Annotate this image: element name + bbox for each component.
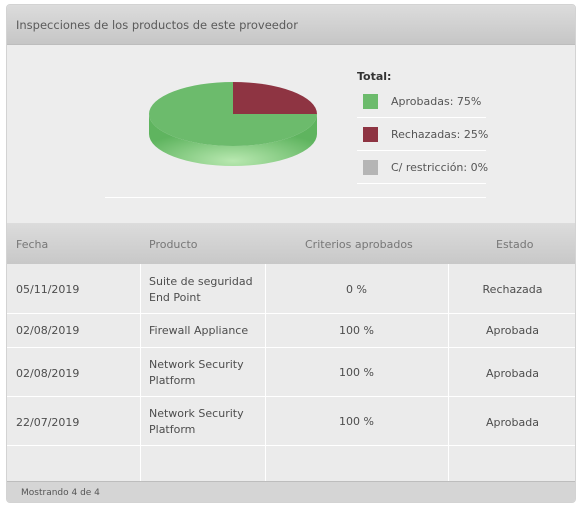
column-divider bbox=[448, 264, 449, 481]
column-header-criterios[interactable]: Criterios aprobados bbox=[305, 238, 413, 251]
cell-estado: Aprobada bbox=[486, 416, 539, 429]
column-divider bbox=[265, 264, 266, 481]
cell-criterios: 100 % bbox=[339, 366, 374, 379]
column-header-fecha[interactable]: Fecha bbox=[16, 238, 49, 251]
column-header-estado[interactable]: Estado bbox=[496, 238, 534, 251]
cell-producto-line1: Network Security bbox=[149, 407, 244, 420]
table-row[interactable]: 02/08/2019 Network Security Platform 100… bbox=[7, 348, 575, 397]
legend-swatch-rechazadas bbox=[363, 127, 378, 142]
legend-item-restriccion: C/ restricción: 0% bbox=[357, 151, 489, 184]
table-row[interactable]: 05/11/2019 Suite de seguridad End Point … bbox=[7, 264, 575, 314]
cell-fecha: 02/08/2019 bbox=[16, 324, 80, 337]
table-header: Fecha Producto Criterios aprobados Estad… bbox=[7, 223, 575, 264]
legend-label-restriccion: C/ restricción: 0% bbox=[391, 161, 489, 174]
column-header-producto[interactable]: Producto bbox=[149, 238, 198, 251]
legend-swatch-aprobadas bbox=[363, 94, 378, 109]
pagination-status: Mostrando 4 de 4 bbox=[21, 488, 100, 498]
cell-fecha: 02/08/2019 bbox=[16, 367, 80, 380]
column-divider bbox=[140, 264, 141, 481]
pie-slice-rechazadas bbox=[233, 82, 317, 114]
panel-footer: Mostrando 4 de 4 bbox=[7, 481, 575, 502]
cell-fecha: 22/07/2019 bbox=[16, 416, 80, 429]
cell-estado: Aprobada bbox=[486, 324, 539, 337]
panel-title: Inspecciones de los productos de este pr… bbox=[16, 18, 298, 32]
chart-area: Total: Aprobadas: 75% Rechazadas: 25% C/… bbox=[7, 45, 575, 223]
cell-producto-line1: Network Security bbox=[149, 358, 244, 371]
inspections-panel: Inspecciones de los productos de este pr… bbox=[6, 4, 576, 503]
pie-chart bbox=[149, 82, 317, 166]
pie-slice-aprobadas bbox=[149, 82, 317, 146]
cell-criterios: 100 % bbox=[339, 415, 374, 428]
pie-side-wall bbox=[149, 114, 317, 166]
cell-producto-line2: End Point bbox=[149, 291, 201, 304]
chart-divider bbox=[105, 197, 486, 198]
legend-label-rechazadas: Rechazadas: 25% bbox=[391, 128, 489, 141]
cell-producto-line2: Platform bbox=[149, 374, 196, 387]
legend-item-rechazadas: Rechazadas: 25% bbox=[357, 118, 489, 151]
legend-item-aprobadas: Aprobadas: 75% bbox=[357, 85, 486, 118]
table-row[interactable]: 02/08/2019 Firewall Appliance 100 % Apro… bbox=[7, 314, 575, 348]
legend-title: Total: bbox=[357, 70, 392, 83]
panel-header: Inspecciones de los productos de este pr… bbox=[7, 5, 575, 45]
cell-producto-line1: Firewall Appliance bbox=[149, 324, 249, 337]
cell-fecha: 05/11/2019 bbox=[16, 283, 80, 296]
empty-row bbox=[7, 446, 575, 481]
cell-criterios: 0 % bbox=[346, 283, 367, 296]
legend-swatch-restriccion bbox=[363, 160, 378, 175]
legend-label-aprobadas: Aprobadas: 75% bbox=[391, 95, 482, 108]
cell-estado: Aprobada bbox=[486, 367, 539, 380]
table-row[interactable]: 22/07/2019 Network Security Platform 100… bbox=[7, 397, 575, 446]
cell-producto-line1: Suite de seguridad bbox=[149, 275, 253, 288]
cell-estado: Rechazada bbox=[482, 283, 543, 296]
cell-criterios: 100 % bbox=[339, 324, 374, 337]
cell-producto-line2: Platform bbox=[149, 423, 196, 436]
